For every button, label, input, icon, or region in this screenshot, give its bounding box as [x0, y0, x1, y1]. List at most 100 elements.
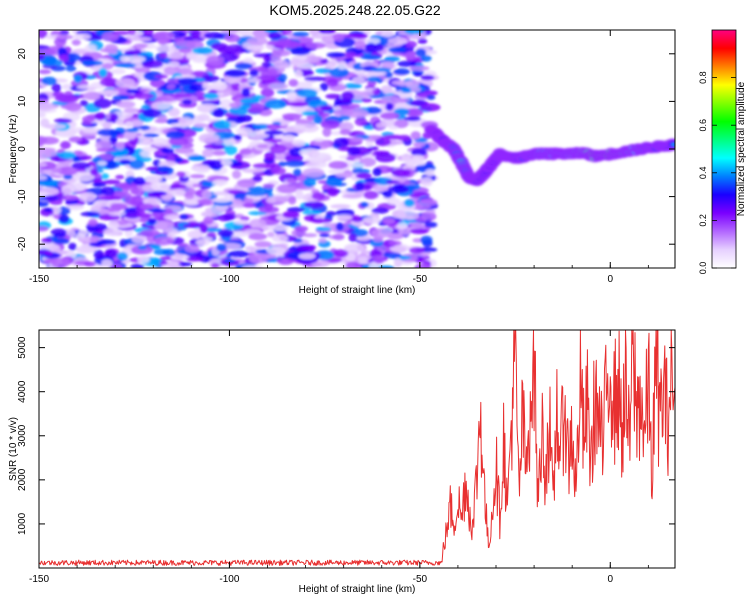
- spectrogram-noise-blob: [57, 166, 79, 176]
- spectrogram-noise-blob: [159, 52, 168, 59]
- spectrogram-noise-blob: [387, 197, 401, 205]
- spectrogram-noise-blob: [247, 36, 268, 46]
- spectrogram-noise-blob: [224, 33, 240, 43]
- colorbar-label: Normalized spectral amplitude: [736, 81, 747, 216]
- spectrogram-noise-blob: [203, 32, 224, 39]
- spectrogram-noise-blob: [143, 133, 160, 138]
- spectrogram-noise-blob: [278, 73, 287, 82]
- spectrogram-noise-blob: [292, 31, 310, 37]
- spectrogram-noise-blob: [39, 175, 48, 181]
- spectrogram-noise-blob: [236, 127, 253, 135]
- spectrogram-noise-blob: [39, 69, 52, 75]
- spectrogram-noise-blob: [346, 163, 366, 168]
- spectrogram-noise-blob: [56, 34, 74, 40]
- spectrogram-noise-blob: [332, 233, 345, 241]
- spectrogram-noise-blob: [351, 217, 364, 223]
- colorbar-ticks: 0.0 0.2 0.4 0.6 0.8: [698, 71, 736, 274]
- spectrogram-noise-blob: [159, 256, 172, 261]
- spectrogram-noise-blob: [217, 228, 234, 238]
- spectrogram-noise-blob: [302, 233, 318, 238]
- spectrogram-noise-blob: [282, 113, 303, 118]
- spectrogram-noise-blob: [356, 259, 371, 265]
- snr-panel: -150 -100 -50 0 1000 2000 3000 4000 5000 Height…: [8, 329, 676, 595]
- spectrogram-noise-blob: [66, 204, 85, 211]
- spectrogram-noise-blob: [184, 244, 200, 253]
- spectrogram-noise-blob: [126, 88, 140, 94]
- snr-y-tick-label: 1000: [17, 512, 28, 535]
- spectrogram-noise-blob: [288, 196, 297, 205]
- spectrogram-noise-blob: [367, 76, 381, 82]
- spectrogram-noise-blob: [354, 40, 366, 50]
- spectrogram-noise-blob: [352, 76, 366, 83]
- spectrogram-noise-blob: [304, 55, 319, 63]
- spectrogram-noise-blob: [45, 250, 53, 256]
- spectrogram-noise-blob: [206, 231, 217, 238]
- spectrogram-noise-blob: [111, 68, 126, 75]
- colorbar-tick-label: 0.8: [698, 71, 708, 84]
- spectrogram-y-tick-label: 20: [17, 48, 28, 60]
- spectrogram-noise-blob: [208, 160, 224, 170]
- spectrogram-noise-blob: [100, 173, 109, 180]
- spectrogram-noise-blob: [168, 136, 189, 146]
- spectrogram-noise-blob: [419, 199, 438, 206]
- spectrogram-noise-blob: [163, 208, 173, 215]
- spectrogram-noise-blob: [143, 71, 163, 82]
- colorbar-tick-label: 0.4: [698, 167, 708, 180]
- spectrogram-noise-blob: [380, 36, 389, 46]
- spectrogram-noise-blob: [409, 247, 425, 254]
- spectrogram-noise-blob: [112, 94, 130, 101]
- spectrogram-noise-blob: [159, 260, 168, 265]
- spectrogram-x-tick-label: 0: [607, 274, 613, 285]
- spectrogram-x-tick-label: -50: [413, 274, 428, 285]
- spectrogram-noise-blob: [216, 243, 227, 252]
- spectrogram-noise-blob: [79, 100, 89, 107]
- spectrogram-noise-blob: [71, 39, 81, 46]
- spectrogram-noise-blob: [270, 167, 286, 175]
- spectrogram-noise-blob: [302, 210, 322, 215]
- spectrogram-noise-blob: [382, 134, 404, 140]
- spectrogram-noise-blob: [148, 208, 167, 213]
- spectrogram-noise-blob: [220, 98, 232, 109]
- spectrogram-noise-blob: [355, 172, 372, 179]
- spectrogram-noise-blob: [315, 226, 332, 232]
- spectrogram-noise-blob: [243, 196, 254, 205]
- spectrogram-noise-blob: [105, 160, 117, 169]
- spectrogram-noise-blob: [39, 49, 57, 56]
- spectrogram-noise-blob: [95, 140, 112, 151]
- spectrogram-noise-blob: [239, 148, 253, 156]
- spectrogram-y-axis: -20 -10 0 10 20: [17, 48, 675, 251]
- spectrogram-noise-blob: [380, 118, 395, 127]
- spectrogram-noise-blob: [187, 230, 204, 239]
- spectrogram-noise-blob: [116, 100, 136, 108]
- spectrogram-noise-blob: [202, 148, 215, 158]
- spectrogram-noise-blob: [411, 154, 425, 163]
- colorbar-tick-label: 0.6: [698, 119, 708, 132]
- spectrogram-noise-blob: [381, 30, 394, 38]
- spectrogram-noise-blob: [247, 106, 264, 114]
- spectrogram-noise-blob: [318, 30, 334, 33]
- spectrogram-noise-blob: [336, 214, 353, 221]
- spectrogram-noise-blob: [193, 123, 208, 128]
- spectrogram-noise-blob: [51, 167, 62, 174]
- spectrogram-noise-blob: [388, 46, 406, 54]
- spectrogram-noise-blob: [344, 243, 366, 253]
- spectrogram-noise-blob: [131, 234, 147, 244]
- spectrogram-noise-blob: [58, 30, 70, 36]
- spectrogram-noise-blob: [205, 55, 225, 66]
- spectrogram-x-axis: -150 -100 -50 0: [29, 30, 649, 285]
- snr-x-axis: -150 -100 -50 0: [29, 330, 649, 585]
- spectrogram-noise-blob: [237, 30, 251, 36]
- spectrogram-noise-blob: [393, 119, 409, 129]
- spectrogram-noise-blob: [341, 194, 363, 199]
- spectrogram-noise-blob: [92, 182, 107, 188]
- spectrogram-noise-blob: [320, 105, 334, 112]
- spectrogram-noise-blob: [58, 214, 70, 224]
- spectrogram-noise-blob: [420, 74, 435, 81]
- spectrogram-noise-blob: [261, 61, 272, 68]
- spectrogram-noise-blob: [131, 245, 153, 255]
- spectrogram-noise-blob: [95, 147, 118, 153]
- spectrogram-noise-blob: [97, 160, 108, 166]
- spectrogram-noise-blob: [157, 114, 168, 122]
- spectrogram-noise-blob: [51, 258, 70, 268]
- spectrogram-noise-blob: [318, 238, 327, 243]
